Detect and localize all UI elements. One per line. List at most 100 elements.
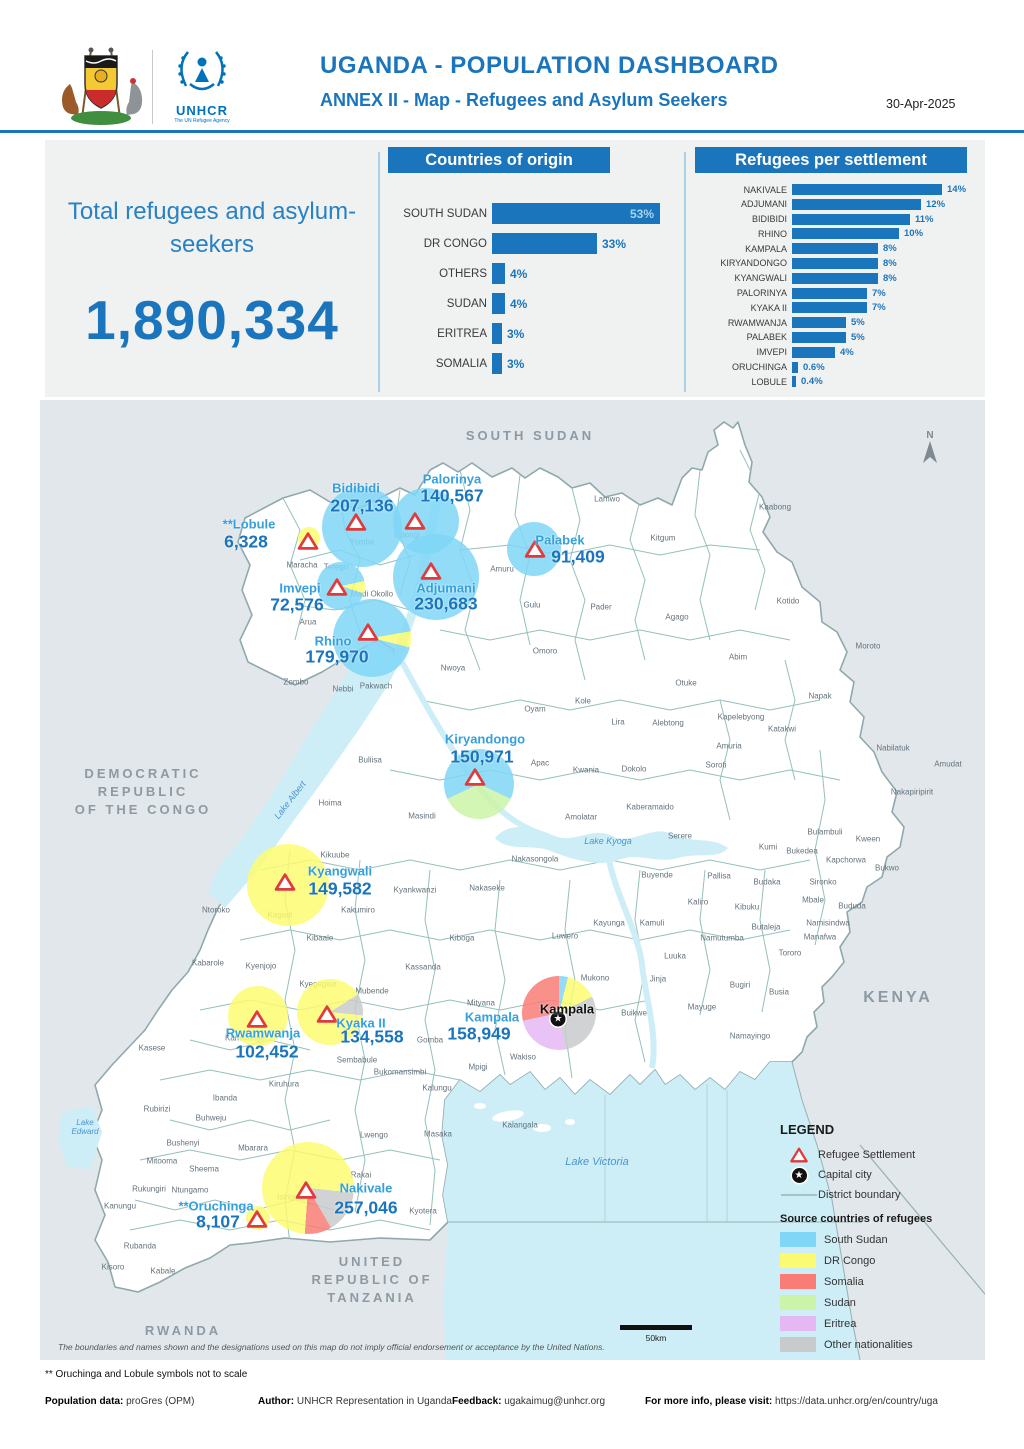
district-label: Arua [299,617,317,627]
bar-category-label: IMVEPI [756,347,787,358]
legend-source-label: Other nationalities [824,1338,913,1351]
legend-source-row: Sudan [780,1292,985,1313]
symbols-footnote: ** Oruchinga and Lobule symbols not to s… [45,1369,248,1380]
settlement-value-label: 6,328 [224,531,268,552]
bar-category-label: PALABEK [746,332,787,343]
district-label: Busia [768,987,790,997]
refugee-settlement-marker [274,873,296,891]
north-arrow-icon: N [918,430,942,470]
bar [792,213,910,225]
bar [792,346,835,358]
country-label: DEMOCRATIC REPUBLIC OF THE CONGO [74,766,212,817]
footer-label: Population data: [45,1396,124,1407]
refugee-settlement-marker [297,532,319,550]
settlement-name-label: Kiryandongo [444,731,526,747]
bar-row: PALABEK 5% [687,331,987,343]
district-label: Kabarole [191,958,225,968]
district-label: Kassanda [405,962,441,972]
district-label: Kwania [572,765,600,775]
refugee-settlement-marker [464,768,486,786]
district-label: Luuka [664,951,686,961]
legend-sources: South Sudan DR Congo Somalia Sudan Eritrea Ot… [780,1229,985,1355]
footer-more-info: For more info, please visit: https://dat… [645,1396,938,1407]
bar-row: ADJUMANI 12% [687,198,987,210]
bar [492,323,502,344]
bar-value-label: 3% [507,356,525,371]
legend-item-label: Refugee Settlement [818,1149,916,1161]
settlement-value-label: 179,970 [305,646,369,667]
bar-row: SOUTH SUDAN 53% [381,203,681,224]
district-label: Hoima [318,798,342,808]
footer-label: For more info, please visit: [645,1396,773,1407]
legend-source-swatch [780,1274,816,1289]
refugee-settlement-marker [345,513,367,531]
settlement-name-label: Kyaka II [336,1015,386,1031]
refugees-per-settlement-chart: NAKIVALE 14% ADJUMANI 12% BIDIBIDI 11% RHINO 10… [687,184,987,391]
bar-row: RWAMWANJA 5% [687,317,987,329]
bar-value-label: 14% [947,184,967,195]
bar-category-label: PALORINYA [736,288,787,299]
bar-category-label: ORUCHINGA [731,362,787,373]
bar-row: KYANGWALI 8% [687,272,987,284]
district-label: Budaka [753,877,781,887]
district-label: Pakwach [359,681,393,691]
map-legend: LEGEND Refugee Settlement ★ Capital city… [780,1122,985,1355]
bar-row: LOBULE 0.4% [687,376,987,388]
district-label: Madi Okollo [350,589,394,599]
legend-item-boundary: District boundary [780,1185,985,1205]
legend-source-label: Somalia [824,1275,864,1288]
refugee-settlement-marker [326,578,348,596]
district-label: Sironko [809,877,837,887]
district-label: Masaka [423,1129,453,1139]
settlement-value-label: 149,582 [308,878,372,899]
bar-category-label: ERITREA [437,327,487,340]
district-label: Bududa [838,901,866,911]
district-label: Kaliro [687,897,709,907]
settlement-name-label: Adjumani [416,580,476,596]
footer-value: proGres (OPM) [126,1396,195,1407]
district-label: Kibaale [306,933,334,943]
bar-row: PALORINYA 7% [687,287,987,299]
footer-link[interactable]: https://data.unhcr.org/en/country/uga [775,1396,938,1407]
total-refugees-value: 1,890,334 [85,289,339,351]
bar-category-label: RHINO [758,228,787,239]
legend-source-row: South Sudan [780,1229,985,1250]
bar-row: ERITREA 3% [381,323,681,344]
settlement-value-label: 207,136 [330,495,394,516]
scale-bar [620,1325,692,1330]
bar-row: KIRYANDONGO 8% [687,257,987,269]
bar-value-label: 8% [883,272,897,284]
settlement-value-label: 134,558 [340,1026,404,1047]
district-label: Lwengo [359,1130,389,1140]
settlement-value-label: 91,409 [551,546,605,567]
footer-author: Author: UNHCR Representation in Uganda [258,1396,452,1407]
district-label: Namayingo [729,1031,771,1041]
district-label: Buliisa [358,755,382,765]
district-label: Kaabong [758,502,792,512]
district-label: Mpigi [468,1062,488,1072]
district-label: Nakapiripirit [890,787,934,797]
header-rule [0,130,1024,133]
unhcr-logo-tagline: The UN Refugee Agency [174,118,230,124]
district-label: Kitgum [650,533,676,543]
district-label: Oyam [524,704,546,714]
district-label: Mitooma [146,1156,178,1166]
footer-label: Feedback: [452,1396,502,1407]
district-label: Nabilatuk [876,743,910,753]
district-label: Wakiso [510,1052,536,1062]
bar [792,228,899,240]
district-label: Otuke [675,678,697,688]
legend-source-swatch [780,1253,816,1268]
bar-row: RHINO 10% [687,228,987,240]
district-label: Mukono [580,973,610,983]
settlement-name-label: **Lobule [222,516,276,532]
settlement-value-label: 230,683 [414,593,478,614]
uganda-coat-of-arms [62,47,143,125]
bar [492,233,597,254]
bar-value-label: 33% [602,236,627,251]
bar-value-label: 8% [883,257,897,269]
district-label: Pallisa [707,871,731,881]
settlement-name-label: Palorinya [422,471,482,487]
footer-email[interactable]: ugakaimug@unhcr.org [504,1396,606,1407]
bar-value-label: 4% [510,266,528,281]
